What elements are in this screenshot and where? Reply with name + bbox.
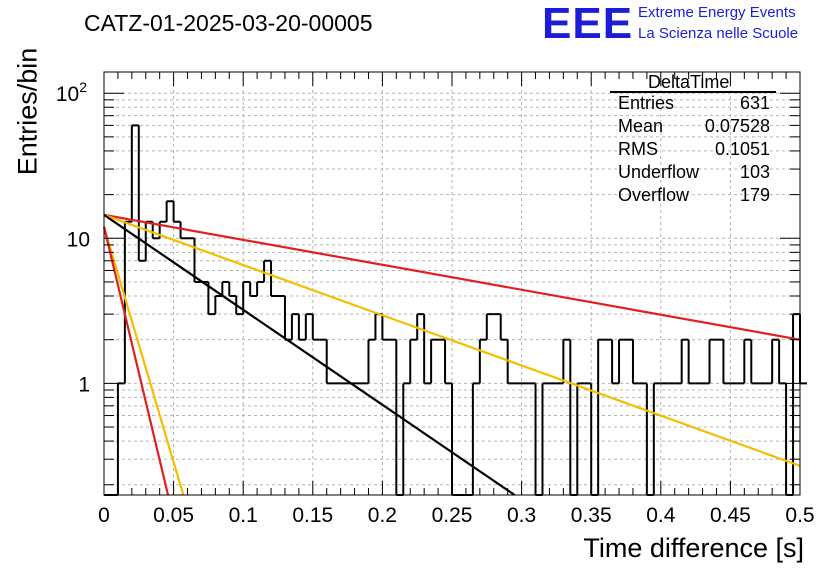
logo-line-2: La Scienza nelle Scuole [638, 25, 799, 42]
x-tick-label: 0.1 [229, 504, 258, 527]
y-tick-label: 10 [67, 228, 90, 251]
stats-row-name: RMS [618, 139, 658, 159]
chart-title: CATZ-01-2025-03-20-00005 [84, 10, 373, 36]
eee-logo: EEE [542, 0, 634, 48]
fit-line [102, 226, 185, 496]
y-tick-label: 102 [56, 79, 87, 106]
x-tick-label: 0.2 [368, 504, 397, 527]
x-tick-label: 0.3 [507, 504, 536, 527]
stats-row-name: Mean [618, 116, 664, 136]
fit-line [103, 213, 801, 467]
stats-row-value: 631 [739, 93, 770, 113]
fit-line [103, 213, 516, 496]
x-tick-label: 0.25 [432, 504, 473, 527]
x-tick-label: 0.15 [292, 504, 333, 527]
x-axis-label: Time difference [s] [583, 533, 804, 563]
axes: 0 0.05 0.1 0.15 0.2 0.25 0.3 0.35 0.4 0.45 0.5 1 10 1… [56, 72, 815, 527]
stats-row-value: 0.1051 [714, 139, 770, 159]
logo-line-1: Extreme Energy Events [638, 4, 796, 21]
y-axis-label: Entries/bin [12, 47, 43, 176]
x-tick-label: 0.45 [710, 504, 751, 527]
stats-row-value: 179 [739, 185, 770, 205]
x-tick-label: 0.35 [571, 504, 612, 527]
x-tick-label: 0.4 [646, 504, 676, 527]
x-tick-label: 0 [98, 504, 110, 527]
fit-line [102, 226, 170, 496]
stats-title: DeltaTime [648, 72, 730, 92]
stats-row-name: Underflow [618, 162, 700, 182]
stats-row-name: Overflow [618, 185, 690, 205]
stats-row-value: 103 [739, 162, 770, 182]
fit-line [103, 213, 801, 341]
x-tick-label: 0.05 [153, 504, 194, 527]
y-tick-label: 1 [78, 373, 90, 396]
stats-row-name: Entries [618, 93, 675, 113]
stats-row-value: 0.07528 [704, 116, 770, 136]
x-tick-label: 0.5 [785, 504, 814, 527]
fit-lines [102, 213, 801, 496]
